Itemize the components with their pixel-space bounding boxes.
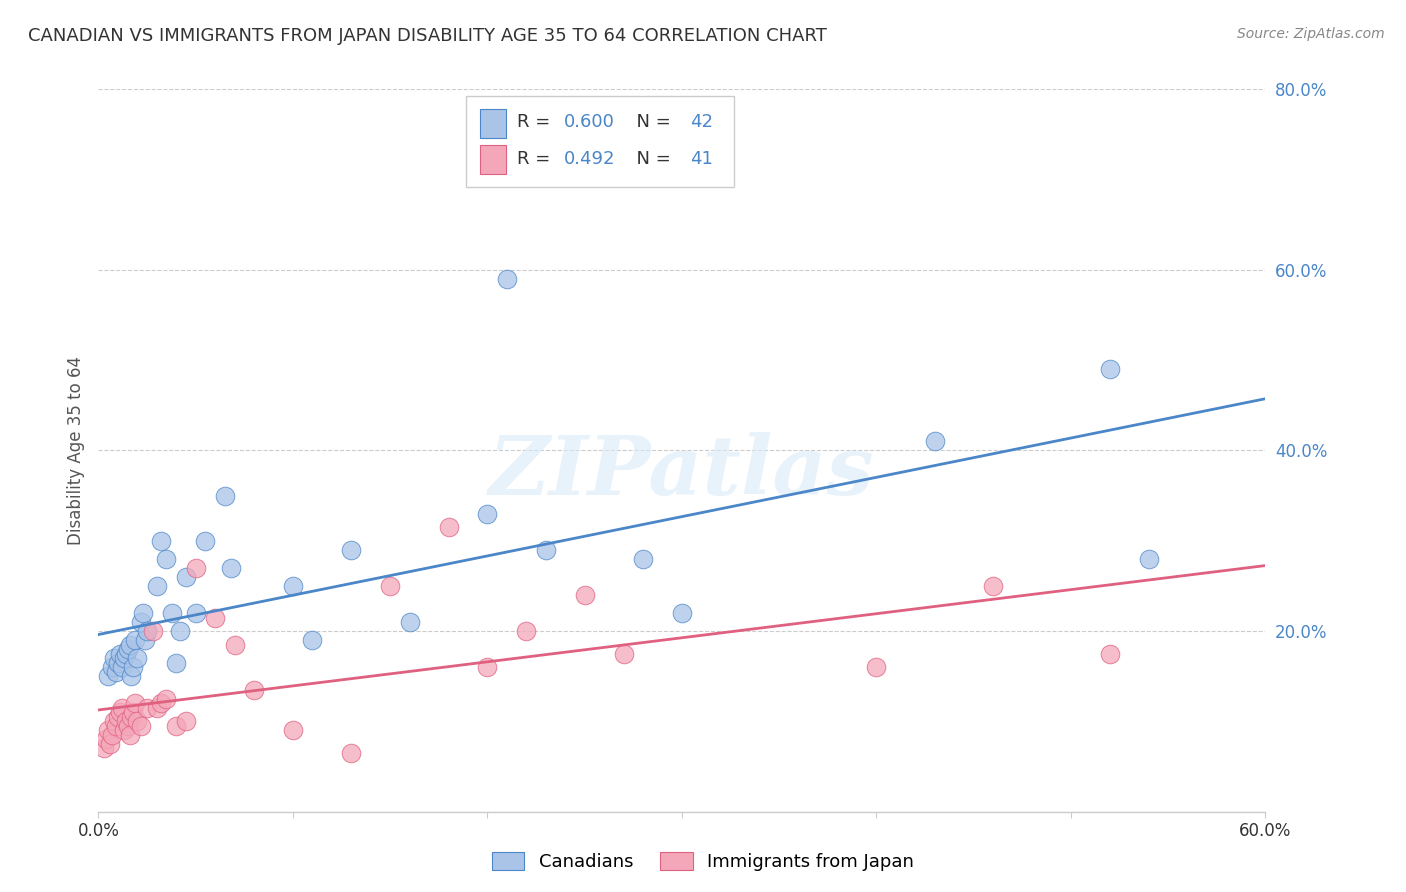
- Point: [243, 682, 266, 697]
- Point: [477, 660, 499, 674]
- Text: N =: N =: [624, 113, 676, 131]
- Point: [380, 579, 402, 593]
- Point: [149, 533, 172, 548]
- Bar: [479, 145, 506, 174]
- Text: 0.600: 0.600: [564, 113, 614, 131]
- Point: [146, 701, 169, 715]
- Point: [155, 551, 177, 566]
- Point: [127, 651, 149, 665]
- Point: [134, 633, 156, 648]
- Point: [149, 697, 172, 711]
- Point: [108, 647, 131, 661]
- Point: [281, 723, 304, 738]
- Point: [155, 691, 177, 706]
- Point: [1098, 647, 1121, 661]
- Point: [398, 615, 420, 629]
- Point: [121, 669, 143, 683]
- Point: [132, 606, 155, 620]
- Point: [1098, 362, 1121, 376]
- Point: [204, 610, 226, 624]
- Point: [515, 624, 537, 639]
- Point: [112, 723, 135, 738]
- Point: [1137, 551, 1160, 566]
- Point: [124, 697, 146, 711]
- Text: R =: R =: [517, 150, 557, 169]
- Point: [219, 561, 242, 575]
- Point: [104, 719, 127, 733]
- Point: [118, 638, 141, 652]
- Point: [224, 638, 246, 652]
- Point: [121, 710, 143, 724]
- Y-axis label: Disability Age 35 to 64: Disability Age 35 to 64: [66, 356, 84, 545]
- Point: [96, 732, 118, 747]
- Point: [924, 434, 946, 449]
- Text: N =: N =: [624, 150, 676, 169]
- Point: [97, 723, 120, 738]
- Point: [98, 737, 121, 751]
- Point: [114, 647, 136, 661]
- Point: [165, 656, 187, 670]
- Point: [111, 660, 134, 674]
- Point: [117, 719, 139, 733]
- Point: [981, 579, 1004, 593]
- Bar: [465, 96, 734, 186]
- Point: [165, 719, 187, 733]
- Point: [437, 520, 460, 534]
- Text: R =: R =: [517, 113, 557, 131]
- Point: [107, 656, 129, 670]
- Point: [631, 551, 654, 566]
- Text: 41: 41: [690, 150, 713, 169]
- Text: 0.492: 0.492: [564, 150, 616, 169]
- Text: ZIPatlas: ZIPatlas: [489, 432, 875, 512]
- Point: [174, 714, 197, 729]
- Point: [129, 615, 152, 629]
- Point: [865, 660, 887, 674]
- Bar: [479, 109, 506, 137]
- Point: [103, 714, 125, 729]
- Point: [114, 714, 136, 729]
- Point: [122, 660, 145, 674]
- Point: [281, 579, 304, 593]
- Point: [340, 542, 363, 557]
- Point: [111, 701, 134, 715]
- Point: [108, 706, 131, 720]
- Point: [101, 660, 124, 674]
- Point: [129, 719, 152, 733]
- Point: [194, 533, 217, 548]
- Point: [101, 728, 124, 742]
- Point: [184, 606, 207, 620]
- Point: [142, 624, 165, 639]
- Point: [146, 579, 169, 593]
- Point: [93, 741, 115, 756]
- Point: [162, 606, 184, 620]
- Point: [613, 647, 636, 661]
- Point: [107, 710, 129, 724]
- Point: [118, 728, 141, 742]
- Point: [117, 642, 139, 657]
- Point: [477, 507, 499, 521]
- Text: Source: ZipAtlas.com: Source: ZipAtlas.com: [1237, 27, 1385, 41]
- Point: [496, 272, 519, 286]
- Point: [112, 651, 135, 665]
- Point: [136, 701, 159, 715]
- Text: CANADIAN VS IMMIGRANTS FROM JAPAN DISABILITY AGE 35 TO 64 CORRELATION CHART: CANADIAN VS IMMIGRANTS FROM JAPAN DISABI…: [28, 27, 827, 45]
- Point: [214, 489, 236, 503]
- Point: [97, 669, 120, 683]
- Point: [103, 651, 125, 665]
- Point: [136, 624, 159, 639]
- Point: [184, 561, 207, 575]
- Point: [301, 633, 323, 648]
- Text: 42: 42: [690, 113, 713, 131]
- Point: [124, 633, 146, 648]
- Point: [671, 606, 693, 620]
- Point: [104, 665, 127, 679]
- Point: [169, 624, 191, 639]
- Point: [534, 542, 557, 557]
- Point: [174, 570, 197, 584]
- Point: [340, 746, 363, 760]
- Point: [127, 714, 149, 729]
- Point: [574, 588, 596, 602]
- Point: [122, 706, 145, 720]
- Legend: Canadians, Immigrants from Japan: Canadians, Immigrants from Japan: [485, 845, 921, 879]
